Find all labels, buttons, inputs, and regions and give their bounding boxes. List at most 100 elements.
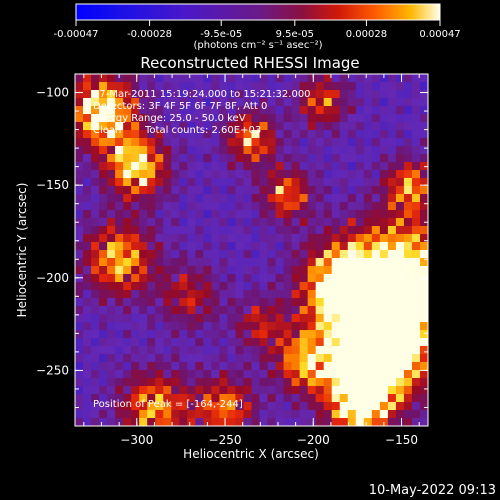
- heatmap-cell: [355, 386, 365, 395]
- heatmap-cell: [283, 122, 293, 131]
- heatmap-cell: [339, 338, 349, 347]
- heatmap-cell: [123, 322, 132, 331]
- heatmap-cell: [283, 346, 293, 355]
- heatmap-cell: [347, 370, 357, 379]
- heatmap-cell: [99, 266, 108, 275]
- heatmap-cell: [267, 138, 276, 147]
- heatmap-cell: [275, 122, 284, 131]
- heatmap-cell: [123, 362, 132, 371]
- heatmap-cell: [91, 82, 100, 91]
- heatmap-cell: [83, 370, 92, 379]
- heatmap-cell: [307, 210, 317, 219]
- heatmap-cell: [323, 218, 333, 227]
- heatmap-cell: [99, 394, 108, 403]
- heatmap-cell: [147, 378, 156, 387]
- heatmap-cell: [147, 306, 156, 315]
- heatmap-cell: [195, 250, 204, 259]
- heatmap-cell: [211, 322, 220, 331]
- heatmap-cell: [147, 338, 156, 347]
- heatmap-cell: [395, 138, 405, 147]
- heatmap-cell: [75, 354, 84, 363]
- heatmap-cell: [355, 218, 365, 227]
- heatmap-cell: [139, 330, 148, 339]
- heatmap-cell: [387, 402, 397, 411]
- heatmap-cell: [291, 378, 301, 387]
- heatmap-cell: [107, 242, 116, 251]
- heatmap-cell: [315, 242, 325, 251]
- heatmap-cell: [171, 226, 180, 235]
- heatmap-cell: [219, 330, 228, 339]
- heatmap-cell: [291, 370, 301, 379]
- heatmap-cell: [227, 234, 236, 243]
- heatmap-cell: [179, 354, 188, 363]
- heatmap-cell: [395, 82, 405, 91]
- heatmap-cell: [355, 210, 365, 219]
- heatmap-cell: [115, 362, 124, 371]
- heatmap-cell: [83, 210, 92, 219]
- heatmap-cell: [291, 234, 301, 243]
- heatmap-cell: [403, 322, 413, 331]
- heatmap-cell: [267, 234, 276, 243]
- heatmap-cell: [323, 378, 333, 387]
- heatmap-cell: [219, 274, 228, 283]
- heatmap-cell: [331, 330, 341, 339]
- heatmap-cell: [283, 258, 293, 267]
- heatmap-cell: [259, 330, 268, 339]
- heatmap-cell: [403, 306, 413, 315]
- heatmap-cell: [315, 210, 325, 219]
- heatmap-cell: [291, 394, 301, 403]
- heatmap-cell: [347, 146, 357, 155]
- heatmap-cell: [347, 314, 357, 323]
- heatmap-cell: [347, 138, 357, 147]
- heatmap-cell: [251, 218, 260, 227]
- heatmap-cell: [123, 282, 132, 291]
- heatmap-cell: [355, 298, 365, 307]
- heatmap-cell: [99, 322, 108, 331]
- heatmap-cell: [291, 170, 301, 179]
- heatmap-cell: [139, 394, 148, 403]
- heatmap-cell: [147, 418, 156, 427]
- heatmap-cell: [235, 202, 244, 211]
- heatmap-cell: [371, 106, 381, 115]
- heatmap-cell: [91, 322, 100, 331]
- heatmap-cell: [315, 226, 325, 235]
- heatmap-cell: [291, 314, 301, 323]
- heatmap-cell: [347, 306, 357, 315]
- heatmap-cell: [187, 130, 196, 139]
- heatmap-cell: [315, 138, 325, 147]
- heatmap-cell: [275, 250, 284, 259]
- heatmap-cell: [187, 378, 196, 387]
- heatmap-cell: [291, 146, 301, 155]
- heatmap-cell: [123, 394, 132, 403]
- heatmap-cell: [331, 378, 341, 387]
- heatmap-cell: [211, 114, 220, 123]
- heatmap-cell: [171, 402, 180, 411]
- heatmap-cell: [91, 146, 100, 155]
- heatmap-cell: [243, 322, 252, 331]
- heatmap-cell: [139, 402, 148, 411]
- heatmap-cell: [147, 282, 156, 291]
- heatmap-cell: [83, 122, 92, 131]
- heatmap-cell: [259, 138, 268, 147]
- heatmap-cell: [187, 282, 196, 291]
- heatmap-cell: [211, 418, 220, 427]
- heatmap-cell: [91, 314, 100, 323]
- heatmap-cell: [107, 314, 116, 323]
- heatmap-cell: [251, 290, 260, 299]
- heatmap-cell: [331, 210, 341, 219]
- heatmap-cell: [235, 306, 244, 315]
- heatmap-cell: [347, 226, 357, 235]
- heatmap-cell: [419, 330, 429, 339]
- heatmap-cell: [123, 106, 132, 115]
- heatmap-cell: [195, 370, 204, 379]
- heatmap-cell: [355, 202, 365, 211]
- heatmap-cell: [75, 210, 84, 219]
- heatmap-cell: [179, 242, 188, 251]
- heatmap-cell: [339, 290, 349, 299]
- heatmap-cell: [379, 138, 389, 147]
- heatmap-cell: [323, 98, 333, 107]
- heatmap-cell: [211, 378, 220, 387]
- heatmap-cell: [235, 362, 244, 371]
- heatmap-cell: [243, 82, 252, 91]
- heatmap-cell: [243, 178, 252, 187]
